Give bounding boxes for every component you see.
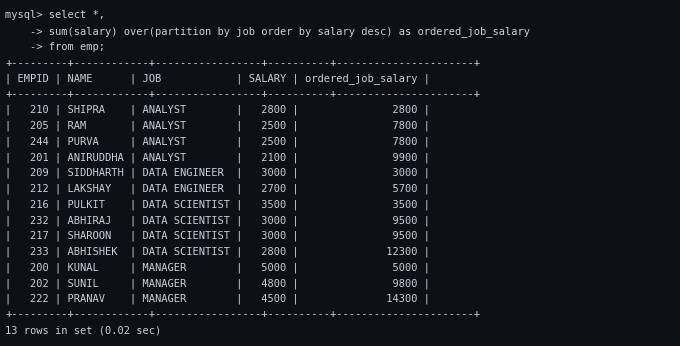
Text: |   205 | RAM       | ANALYST        |   2500 |               7800 |: | 205 | RAM | ANALYST | 2500 | 7800 | [5,120,430,131]
Text: |   210 | SHIPRA    | ANALYST        |   2800 |               2800 |: | 210 | SHIPRA | ANALYST | 2800 | 2800 | [5,105,430,115]
Text: |   233 | ABHISHEK  | DATA SCIENTIST |   2800 |              12300 |: | 233 | ABHISHEK | DATA SCIENTIST | 2800… [5,246,430,257]
Text: |   201 | ANIRUDDHA | ANALYST        |   2100 |               9900 |: | 201 | ANIRUDDHA | ANALYST | 2100 | 990… [5,152,430,163]
Text: |   202 | SUNIL     | MANAGER        |   4800 |               9800 |: | 202 | SUNIL | MANAGER | 4800 | 9800 | [5,278,430,289]
Text: |   217 | SHAROON   | DATA SCIENTIST |   3000 |               9500 |: | 217 | SHAROON | DATA SCIENTIST | 3000 … [5,231,430,241]
Text: |   216 | PULKIT    | DATA SCIENTIST |   3500 |               3500 |: | 216 | PULKIT | DATA SCIENTIST | 3500 |… [5,199,430,210]
Text: 13 rows in set (0.02 sec): 13 rows in set (0.02 sec) [5,325,162,335]
Text: |   222 | PRANAV    | MANAGER        |   4500 |              14300 |: | 222 | PRANAV | MANAGER | 4500 | 14300 … [5,294,430,304]
Text: | EMPID | NAME      | JOB            | SALARY | ordered_job_salary |: | EMPID | NAME | JOB | SALARY | ordered_… [5,73,430,84]
Text: +---------+------------+-----------------+----------+----------------------+: +---------+------------+----------------… [5,89,481,99]
Text: |   232 | ABHIRAJ   | DATA SCIENTIST |   3000 |               9500 |: | 232 | ABHIRAJ | DATA SCIENTIST | 3000 … [5,215,430,226]
Text: -> from emp;: -> from emp; [5,42,105,52]
Text: |   244 | PURVA     | ANALYST        |   2500 |               7800 |: | 244 | PURVA | ANALYST | 2500 | 7800 | [5,136,430,147]
Text: +---------+------------+-----------------+----------+----------------------+: +---------+------------+----------------… [5,57,481,67]
Text: |   209 | SIDDHARTH | DATA ENGINEER  |   3000 |               3000 |: | 209 | SIDDHARTH | DATA ENGINEER | 3000… [5,168,430,178]
Text: +---------+------------+-----------------+----------+----------------------+: +---------+------------+----------------… [5,309,481,319]
Text: |   200 | KUNAL     | MANAGER        |   5000 |               5000 |: | 200 | KUNAL | MANAGER | 5000 | 5000 | [5,262,430,273]
Text: mysql> select *,: mysql> select *, [5,10,105,20]
Text: |   212 | LAKSHAY   | DATA ENGINEER  |   2700 |               5700 |: | 212 | LAKSHAY | DATA ENGINEER | 2700 |… [5,183,430,194]
Text: -> sum(salary) over(partition by job order by salary desc) as ordered_job_salary: -> sum(salary) over(partition by job ord… [5,26,530,37]
